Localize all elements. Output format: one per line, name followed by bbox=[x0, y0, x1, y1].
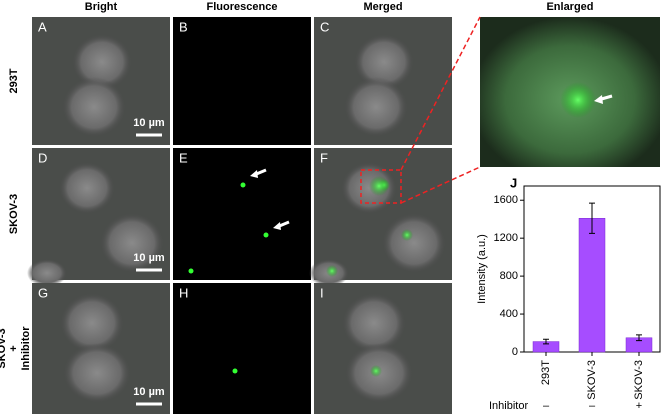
cell bbox=[382, 213, 446, 273]
panel-label: F bbox=[320, 150, 328, 165]
x-tick-label: 293T bbox=[540, 360, 552, 385]
panel-label: J bbox=[510, 175, 517, 190]
inhibitor-label: Inhibitor bbox=[489, 400, 528, 412]
row-label: SKOV-3 bbox=[8, 194, 20, 234]
cell bbox=[62, 77, 126, 137]
zoom-line bbox=[400, 16, 481, 171]
y-tick-label: 1600 bbox=[494, 194, 518, 206]
green-spot bbox=[401, 229, 413, 241]
error-bar bbox=[543, 338, 549, 345]
scale-bar-label: 10 µm bbox=[133, 117, 165, 129]
row-label: + bbox=[8, 345, 20, 351]
panel-label: G bbox=[38, 285, 48, 300]
green-spot bbox=[240, 182, 246, 188]
cell bbox=[63, 343, 131, 403]
cell bbox=[341, 162, 397, 214]
micrograph bbox=[173, 148, 311, 280]
inhibitor-mark: – bbox=[543, 400, 550, 412]
cell bbox=[100, 213, 164, 273]
panel-label: D bbox=[38, 150, 47, 165]
cell bbox=[354, 34, 414, 90]
cell bbox=[60, 293, 124, 353]
green-spot bbox=[560, 82, 596, 118]
y-tick-label: 0 bbox=[512, 346, 518, 358]
micrograph bbox=[173, 283, 311, 414]
green-spot bbox=[188, 268, 194, 274]
row-label: 293T bbox=[8, 68, 20, 93]
cell bbox=[344, 77, 408, 137]
green-spot bbox=[232, 368, 238, 374]
panel-label: C bbox=[320, 19, 329, 34]
cell bbox=[72, 34, 132, 90]
scale-bar-label: 10 µm bbox=[133, 252, 165, 264]
error-bar bbox=[636, 334, 642, 342]
y-tick-label: 1200 bbox=[494, 232, 518, 244]
green-spot bbox=[370, 365, 382, 377]
cell bbox=[27, 259, 67, 287]
panel-label: H bbox=[179, 285, 188, 300]
arrow-head bbox=[594, 95, 603, 104]
y-axis-label: Intensity (a.u.) bbox=[476, 234, 488, 304]
row-label: Inhibitor bbox=[20, 326, 32, 371]
image-panels bbox=[27, 17, 452, 414]
column-header: Fluorescence bbox=[207, 1, 278, 13]
panel-label: E bbox=[179, 150, 188, 165]
scale-bar-label: 10 µm bbox=[133, 386, 165, 398]
panel-label: B bbox=[179, 19, 188, 34]
y-tick-label: 800 bbox=[500, 270, 518, 282]
zoom-line bbox=[400, 166, 481, 204]
green-spot bbox=[326, 265, 338, 277]
arrow-head bbox=[273, 222, 281, 230]
cell bbox=[59, 162, 115, 214]
zoom-box bbox=[360, 169, 402, 204]
column-header: Bright bbox=[85, 1, 118, 13]
error-bar bbox=[589, 202, 595, 234]
cell bbox=[342, 293, 406, 353]
column-header: Enlarged bbox=[546, 1, 593, 13]
inhibitor-mark: – bbox=[589, 400, 596, 412]
arrow-head bbox=[250, 170, 258, 178]
green-spot bbox=[369, 176, 389, 196]
green-spot bbox=[263, 232, 269, 238]
x-tick-label: SKOV-3 bbox=[586, 360, 598, 400]
panel-label: I bbox=[320, 285, 324, 300]
micrograph bbox=[173, 17, 311, 145]
row-label: SKOV-3 bbox=[0, 328, 8, 368]
bar bbox=[578, 218, 606, 353]
column-header: Merged bbox=[363, 1, 402, 13]
panel-label: A bbox=[38, 19, 47, 34]
x-tick-label: SKOV-3 bbox=[633, 360, 645, 400]
inhibitor-mark: + bbox=[636, 400, 642, 412]
y-tick-label: 400 bbox=[500, 308, 518, 320]
